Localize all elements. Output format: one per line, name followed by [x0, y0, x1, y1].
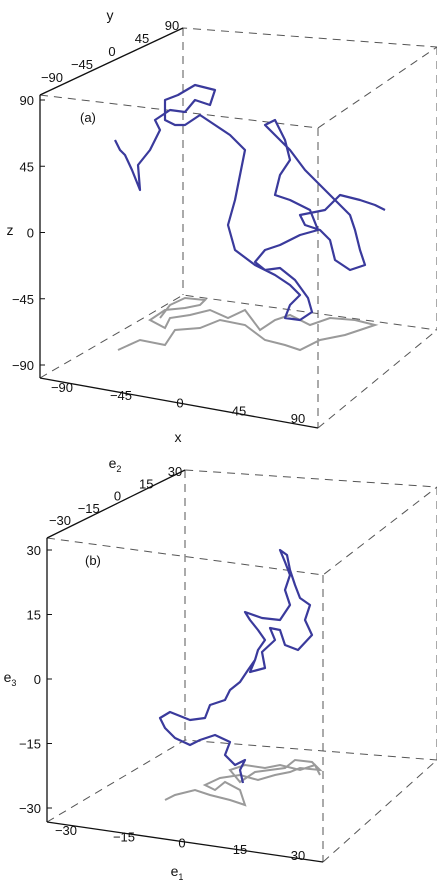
y-tick-label: 30: [168, 464, 182, 479]
z-tick-label: 30: [27, 543, 41, 558]
x-tick-label: 45: [232, 403, 246, 418]
y-tick-label: −30: [49, 513, 71, 528]
box-a-bottom-front-right: [317, 329, 437, 429]
z-tick-label: 90: [20, 93, 34, 108]
z-tick-label: −30: [19, 801, 41, 816]
z-tick-label: −45: [12, 292, 34, 307]
box-b-back-top: [46, 469, 437, 539]
panel-b: (b): [46, 469, 437, 863]
projection-b: [164, 758, 323, 807]
x-tick-label: 90: [291, 411, 305, 426]
x-tick-label: 15: [233, 842, 247, 857]
box-b-y-axis: [46, 469, 186, 539]
box-a-y-axis: [39, 27, 184, 96]
box-a-x-axis: [39, 377, 319, 429]
z-axis-label: z: [7, 222, 14, 238]
z-axis-label: e3: [4, 669, 17, 688]
x-tick-label: −15: [113, 829, 135, 844]
y-tick-label: −45: [71, 57, 93, 72]
box-b-front-top: [46, 486, 437, 576]
y-tick-label: 0: [114, 489, 121, 504]
panel-a: (a): [39, 27, 437, 429]
box-b-x-axis: [46, 821, 324, 863]
box-a-back-bottom: [39, 294, 437, 379]
y-tick-label: −15: [78, 501, 100, 516]
box-b-bottom-front-right: [322, 759, 437, 863]
box-a-back-top: [39, 27, 437, 96]
x-tick-label: −30: [55, 823, 77, 838]
z-tick-label: 0: [27, 226, 34, 241]
z-tick-label: 0: [34, 672, 41, 687]
y-tick-label: −90: [41, 70, 63, 85]
x-tick-label: −90: [51, 380, 73, 395]
panel-label-b: (b): [85, 553, 101, 568]
trajectory-b: [158, 548, 314, 784]
tick-layer: 90 45 0 −45 −90 −90 −45 0 45 90 −90 −45 0 45 90 z x y 30 15…: [4, 7, 306, 882]
x-axis-label: x: [175, 429, 182, 445]
y-tick-label: 90: [165, 18, 179, 33]
y-tick-label: 45: [135, 31, 149, 46]
projection-a: [117, 296, 379, 352]
box-b-back-bottom: [46, 739, 437, 823]
z-tick-label: −15: [19, 737, 41, 752]
y-tick-label: 15: [139, 476, 153, 491]
x-tick-label: 30: [291, 848, 305, 863]
trajectory-a: [114, 83, 386, 322]
z-tick-label: −90: [12, 358, 34, 373]
z-tick-label: 15: [27, 608, 41, 623]
box-a-front-top: [39, 46, 437, 129]
x-tick-label: −45: [110, 388, 132, 403]
x-axis-label: e1: [171, 863, 184, 882]
panel-label-a: (a): [80, 110, 96, 125]
y-axis-label: e2: [109, 455, 122, 474]
x-tick-label: 0: [178, 836, 185, 851]
y-tick-label: 0: [108, 44, 115, 59]
x-tick-label: 0: [176, 396, 183, 411]
z-tick-label: 45: [20, 159, 34, 174]
y-axis-label: y: [107, 7, 114, 23]
